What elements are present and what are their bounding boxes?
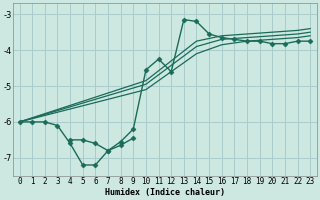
X-axis label: Humidex (Indice chaleur): Humidex (Indice chaleur) (105, 188, 225, 197)
